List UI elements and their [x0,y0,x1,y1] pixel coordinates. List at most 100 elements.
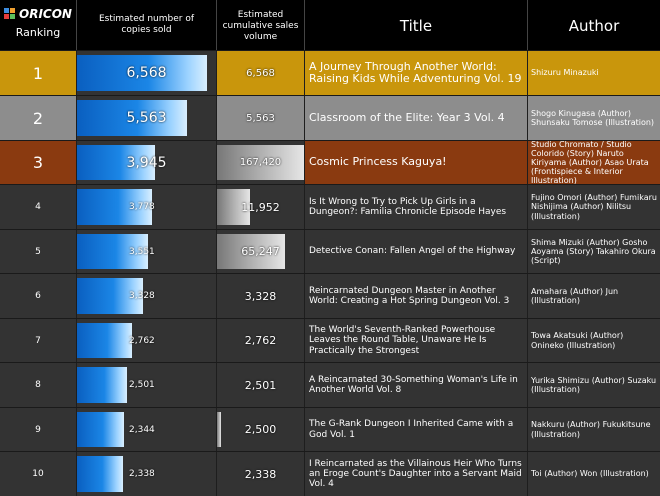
book-author: Shizuru Minazuki [531,68,599,78]
copies-value: 3,328 [129,291,155,301]
book-author: Shima Mizuki (Author) Gosho Aoyama (Stor… [531,237,656,266]
rank-number: 8 [35,380,41,390]
copies-value: 3,551 [129,246,155,257]
book-title: The G-Rank Dungeon I Inherited Came with… [309,419,514,440]
copies-cell: 3,551 [77,230,217,273]
header-copies-cell: Estimated number of copies sold [77,0,217,50]
header-cumulative-cell: Estimated cumulative sales volume [217,0,305,50]
copies-bar [77,412,124,447]
book-title: The World's Seventh-Ranked Powerhouse Le… [309,325,496,356]
copies-cell: 3,945 [77,141,217,184]
book-author: Shogo Kinugasa (Author) Shunsaku Tomose … [531,108,655,127]
author-cell: Amahara (Author) Jun (Illustration) [528,274,660,318]
cumulative-cell: 65,247 [217,230,305,273]
rank-number: 1 [32,63,44,83]
book-author: Studio Chromato / Studio Colorido (Story… [531,141,649,184]
author-cell: Shizuru Minazuki [528,51,660,95]
header-author: Author [568,17,620,35]
book-author: Towa Akatsuki (Author) Onineko (Illustra… [531,331,624,350]
author-cell: Nakkuru (Author) Fukukitsune (Illustrati… [528,408,660,451]
title-cell: The World's Seventh-Ranked Powerhouse Le… [305,319,528,362]
book-title: A Reincarnated 30-Something Woman's Life… [309,374,518,395]
title-cell: Classroom of the Elite: Year 3 Vol. 4 [305,96,528,140]
rank-cell: 5 [0,230,77,273]
copies-cell: 2,762 [77,319,217,362]
rank-cell: 8 [0,363,77,407]
book-author: Yurika Shimizu (Author) Suzaku (Illustra… [531,375,657,394]
table-row: 7 2,762 2,762 The World's Seventh-Ranked Po… [0,318,660,362]
author-cell: Toi (Author) Won (Illustration) [528,452,660,496]
rank-number: 4 [35,202,41,212]
cumulative-cell: 2,762 [217,319,305,362]
author-cell: Yurika Shimizu (Author) Suzaku (Illustra… [528,363,660,407]
copies-bar [77,278,143,314]
title-cell: Detective Conan: Fallen Angel of the Hig… [305,230,528,273]
header-ranking-cell: ORICON Ranking [0,0,77,50]
copies-bar [77,234,148,269]
copies-bar [77,189,152,225]
copies-cell: 2,344 [77,408,217,451]
cumulative-value: 2,500 [244,423,277,436]
cumulative-value: 2,501 [244,378,277,392]
title-cell: A Reincarnated 30-Something Woman's Life… [305,363,528,407]
title-cell: Reincarnated Dungeon Master in Another W… [305,274,528,318]
cumulative-bar [217,189,250,225]
copies-bar [77,145,155,180]
cumulative-cell: 2,338 [217,452,305,496]
table-row: 6 3,328 3,328 Reincarnated Dungeon Master i… [0,273,660,318]
rank-cell: 10 [0,452,77,496]
book-title: Is It Wrong to Try to Pick Up Girls in a… [309,196,507,217]
book-author: Fujino Omori (Author) Fumikaru Nishijima… [531,193,657,221]
copies-value: 3,778 [129,202,155,212]
title-cell: The G-Rank Dungeon I Inherited Came with… [305,408,528,451]
copies-bar [77,367,127,403]
copies-value: 2,338 [129,469,155,479]
author-cell: Shogo Kinugasa (Author) Shunsaku Tomose … [528,96,660,140]
copies-bar [77,100,187,136]
header-title-cell: Title [305,0,528,50]
cumulative-bar [217,145,304,180]
cumulative-cell: 2,500 [217,408,305,451]
rank-cell: 6 [0,274,77,318]
book-title: A Journey Through Another World: Raising… [309,59,522,85]
cumulative-cell: 2,501 [217,363,305,407]
author-cell: Towa Akatsuki (Author) Onineko (Illustra… [528,319,660,362]
rank-number: 7 [35,335,41,346]
book-title: Classroom of the Elite: Year 3 Vol. 4 [309,110,505,124]
table-row: 1 6,568 6,568 A Journey Through Another Wor… [0,50,660,95]
book-title: Detective Conan: Fallen Angel of the Hig… [309,246,516,257]
rank-cell: 7 [0,319,77,362]
rank-cell: 4 [0,185,77,229]
copies-value: 2,501 [129,380,155,390]
cumulative-bar [217,234,285,269]
copies-cell: 2,338 [77,452,217,496]
rank-number: 5 [35,246,41,257]
author-cell: Studio Chromato / Studio Colorido (Story… [528,141,660,184]
author-cell: Shima Mizuki (Author) Gosho Aoyama (Stor… [528,230,660,273]
cumulative-value: 2,762 [244,334,277,347]
header-author-cell: Author [528,0,660,50]
oricon-logo: ORICON [0,7,76,21]
title-cell: Cosmic Princess Kaguya! [305,141,528,184]
table-row: 3 3,945 167,420 Cosmic Princess Kaguya! Stud… [0,140,660,184]
rank-number: 10 [32,469,44,479]
book-author: Toi (Author) Won (Illustration) [531,469,649,479]
cumulative-value: 167,420 [239,157,282,168]
copies-value: 5,563 [126,110,167,126]
copies-value: 2,762 [129,335,155,346]
cumulative-value: 65,247 [241,245,280,258]
copies-value: 6,568 [126,65,167,81]
copies-cell: 2,501 [77,363,217,407]
cumulative-value: 3,328 [244,289,277,303]
title-cell: Is It Wrong to Try to Pick Up Girls in a… [305,185,528,229]
table-row: 9 2,344 2,500 The G-Rank Dungeon I Inherite… [0,407,660,451]
cumulative-cell: 11,952 [217,185,305,229]
author-cell: Fujino Omori (Author) Fumikaru Nishijima… [528,185,660,229]
rank-cell: 2 [0,96,77,140]
header-copies: Estimated number of copies sold [99,14,194,35]
cumulative-value: 6,568 [246,67,275,79]
table-row: 4 3,778 11,952 Is It Wrong to Try to Pick U… [0,184,660,229]
copies-value: 2,344 [129,424,155,435]
cumulative-cell: 3,328 [217,274,305,318]
cumulative-cell: 5,563 [217,96,305,140]
